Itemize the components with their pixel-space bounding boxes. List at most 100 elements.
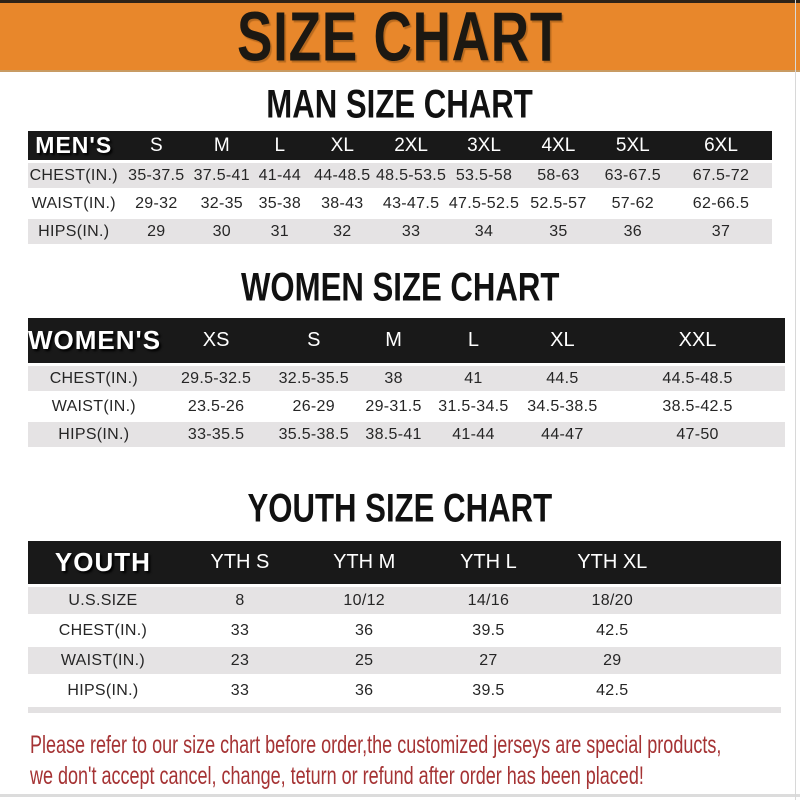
size-value: 23 xyxy=(177,647,303,674)
size-value: 42.5 xyxy=(550,617,675,644)
youth-chest-row: CHEST(IN.) 33 36 39.5 42.5 xyxy=(28,617,781,644)
size-value: 30 xyxy=(193,219,251,244)
youth-size-header: YTH L xyxy=(426,541,551,584)
size-value: 33 xyxy=(177,677,303,704)
disclaimer-line-1: Please refer to our size chart before or… xyxy=(30,731,722,759)
men-size-header: 3XL xyxy=(446,131,522,160)
size-value: 27 xyxy=(426,647,551,674)
size-value: 31.5-34.5 xyxy=(432,394,515,419)
youth-table-label: YOUTH xyxy=(28,541,178,584)
size-value: 36 xyxy=(302,617,427,644)
size-value: 26-29 xyxy=(272,394,355,419)
row-label: HIPS(IN.) xyxy=(28,219,120,244)
size-value: 41-44 xyxy=(250,163,310,188)
youth-header-spacer xyxy=(674,541,781,584)
youth-section-title: YOUTH SIZE CHART xyxy=(0,486,800,532)
row-label: HIPS(IN.) xyxy=(28,677,178,704)
women-waist-row: WAIST(IN.) 23.5-26 26-29 29-31.5 31.5-34… xyxy=(28,394,785,419)
size-value: 39.5 xyxy=(426,677,551,704)
size-value: 58-63 xyxy=(521,163,596,188)
size-value: 25 xyxy=(302,647,427,674)
size-value: 63-67.5 xyxy=(595,163,670,188)
row-label: HIPS(IN.) xyxy=(28,422,160,447)
women-hips-row: HIPS(IN.) 33-35.5 35.5-38.5 38.5-41 41-4… xyxy=(28,422,785,447)
row-label: CHEST(IN.) xyxy=(28,617,178,644)
men-size-header: XL xyxy=(309,131,376,160)
size-value: 32.5-35.5 xyxy=(272,366,355,391)
women-size-table: WOMEN'S XS S M L XL XXL CHEST(IN.) 29.5-… xyxy=(28,315,785,450)
banner: SIZE CHART xyxy=(0,0,800,72)
size-value: 10/12 xyxy=(302,587,427,614)
men-size-table: MEN'S S M L XL 2XL 3XL 4XL 5XL 6XL CHEST… xyxy=(28,128,772,247)
men-size-header: 2XL xyxy=(375,131,447,160)
youth-ussize-row: U.S.SIZE 8 10/12 14/16 18/20 xyxy=(28,587,781,614)
row-label: WAIST(IN.) xyxy=(28,191,120,216)
row-label: CHEST(IN.) xyxy=(28,163,120,188)
row-spacer xyxy=(674,647,781,674)
size-value: 18/20 xyxy=(550,587,675,614)
size-value: 67.5-72 xyxy=(669,163,772,188)
size-value: 38.5-41 xyxy=(354,422,433,447)
women-header-row: WOMEN'S XS S M L XL XXL xyxy=(28,318,785,363)
size-value: 42.5 xyxy=(550,677,675,704)
youth-size-header: YTH XL xyxy=(550,541,675,584)
women-size-header: XL xyxy=(514,318,611,363)
size-value: 34 xyxy=(446,219,522,244)
size-value: 47-50 xyxy=(610,422,785,447)
row-label: WAIST(IN.) xyxy=(28,647,178,674)
size-value: 32-35 xyxy=(193,191,251,216)
men-size-header: M xyxy=(193,131,251,160)
size-value: 39.5 xyxy=(426,617,551,644)
youth-section-title-text: YOUTH SIZE CHART xyxy=(247,486,553,532)
youth-size-header: YTH S xyxy=(177,541,303,584)
size-value: 33-35.5 xyxy=(159,422,273,447)
size-value: 44-48.5 xyxy=(309,163,376,188)
size-value: 36 xyxy=(302,677,427,704)
row-spacer xyxy=(674,617,781,644)
youth-table-bottom-strip xyxy=(28,707,781,713)
women-chest-row: CHEST(IN.) 29.5-32.5 32.5-35.5 38 41 44.… xyxy=(28,366,785,391)
size-value: 48.5-53.5 xyxy=(375,163,447,188)
men-waist-row: WAIST(IN.) 29-32 32-35 35-38 38-43 43-47… xyxy=(28,191,772,216)
size-value: 37 xyxy=(669,219,772,244)
size-value: 35-38 xyxy=(250,191,310,216)
size-value: 41 xyxy=(432,366,515,391)
size-value: 29 xyxy=(119,219,194,244)
men-table-label: MEN'S xyxy=(28,131,120,160)
size-value: 44-47 xyxy=(514,422,611,447)
size-value: 14/16 xyxy=(426,587,551,614)
size-value: 41-44 xyxy=(432,422,515,447)
youth-hips-row: HIPS(IN.) 33 36 39.5 42.5 xyxy=(28,677,781,704)
women-size-header: M xyxy=(354,318,433,363)
women-size-header: L xyxy=(432,318,515,363)
men-hips-row: HIPS(IN.) 29 30 31 32 33 34 35 36 37 xyxy=(28,219,772,244)
women-size-header: S xyxy=(272,318,355,363)
men-size-header: 4XL xyxy=(521,131,596,160)
size-value: 57-62 xyxy=(595,191,670,216)
youth-waist-row: WAIST(IN.) 23 25 27 29 xyxy=(28,647,781,674)
size-value: 31 xyxy=(250,219,310,244)
size-value: 53.5-58 xyxy=(446,163,522,188)
disclaimer: Please refer to our size chart before or… xyxy=(30,730,800,792)
size-value: 38 xyxy=(354,366,433,391)
size-value: 29-31.5 xyxy=(354,394,433,419)
bottom-edge-line xyxy=(0,794,800,797)
row-label: U.S.SIZE xyxy=(28,587,178,614)
size-value: 52.5-57 xyxy=(521,191,596,216)
row-label: CHEST(IN.) xyxy=(28,366,160,391)
size-value: 34.5-38.5 xyxy=(514,394,611,419)
size-value: 35.5-38.5 xyxy=(272,422,355,447)
banner-title: SIZE CHART xyxy=(236,0,564,72)
women-table-label: WOMEN'S xyxy=(28,318,160,363)
men-section-title: MAN SIZE CHART xyxy=(0,85,800,125)
men-chest-row: CHEST(IN.) 35-37.5 37.5-41 41-44 44-48.5… xyxy=(28,163,772,188)
men-size-header: 6XL xyxy=(669,131,772,160)
men-size-header: 5XL xyxy=(595,131,670,160)
size-value: 44.5 xyxy=(514,366,611,391)
row-spacer xyxy=(674,677,781,704)
women-section-title: WOMEN SIZE CHART xyxy=(0,268,800,308)
size-value: 33 xyxy=(375,219,447,244)
size-value: 29.5-32.5 xyxy=(159,366,273,391)
size-value: 32 xyxy=(309,219,376,244)
